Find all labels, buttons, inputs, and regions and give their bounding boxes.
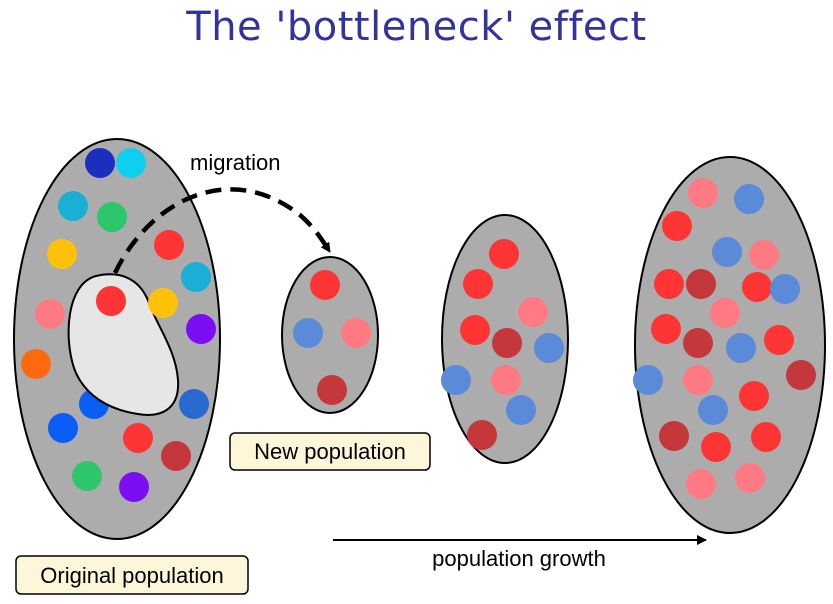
original-population-dot xyxy=(85,148,115,178)
intermediate-population-dot xyxy=(489,239,519,269)
intermediate-population-dot xyxy=(467,420,497,450)
intermediate-population-dot xyxy=(441,365,471,395)
grown-population-dot xyxy=(726,333,756,363)
grown-population-dot xyxy=(688,178,718,208)
intermediate-population-dot xyxy=(492,328,522,358)
new-population-dots xyxy=(293,270,371,405)
grown-population-dot xyxy=(633,365,663,395)
grown-population-dot xyxy=(683,365,713,395)
grown-population-dot xyxy=(786,360,816,390)
grown-population-dot xyxy=(742,272,772,302)
original-population-dot xyxy=(179,389,209,419)
new-population-label-box xyxy=(229,432,431,471)
new-population-dot xyxy=(310,270,340,300)
grown-population-dot xyxy=(651,314,681,344)
new-population-dot xyxy=(293,318,323,348)
grown-population-dot xyxy=(686,469,716,499)
population-growth-label: population growth xyxy=(432,546,606,571)
new-population-label: New population xyxy=(254,439,406,464)
grown-population-dot xyxy=(654,269,684,299)
original-population-dot xyxy=(72,461,102,491)
migration-label: migration xyxy=(190,150,280,175)
migration-arrow xyxy=(112,187,332,274)
grown-population-dot xyxy=(749,240,779,270)
original-population-dot xyxy=(21,349,51,379)
original-population-label-box xyxy=(15,555,249,595)
original-population-dot xyxy=(35,299,65,329)
grown-population-dot xyxy=(735,463,765,493)
new-population-dot xyxy=(317,375,347,405)
intermediate-population-dots xyxy=(441,239,564,450)
original-population-label: Original population xyxy=(40,563,223,588)
grown-population-dot xyxy=(710,298,740,328)
grown-population-dot xyxy=(701,432,731,462)
grown-population-dot xyxy=(698,395,728,425)
slide-title: The 'bottleneck' effect xyxy=(186,4,647,50)
grown-population-dot xyxy=(764,325,794,355)
grown-population-dot xyxy=(751,422,781,452)
original-population-dot xyxy=(116,148,146,178)
original-population-dot xyxy=(148,288,178,318)
new-population-dot xyxy=(341,318,371,348)
original-population-dot xyxy=(186,314,216,344)
grown-population-dot xyxy=(686,269,716,299)
migrating-sample-dots xyxy=(21,286,216,379)
intermediate-population-dot xyxy=(506,395,536,425)
original-population-dot xyxy=(161,441,191,471)
original-population-dot xyxy=(119,472,149,502)
original-population-dot xyxy=(123,423,153,453)
grown-population-dot xyxy=(683,328,713,358)
original-population-dot xyxy=(47,239,77,269)
original-population-dot xyxy=(181,262,211,292)
grown-population-dots xyxy=(633,178,816,499)
original-population-dot xyxy=(48,413,78,443)
grown-population-dot xyxy=(739,381,769,411)
grown-population-dot xyxy=(712,237,742,267)
intermediate-population-dot xyxy=(491,365,521,395)
original-population-dot xyxy=(58,191,88,221)
grown-population-dot xyxy=(770,274,800,304)
original-population-dot xyxy=(154,230,184,260)
new-population-ellipse xyxy=(281,256,379,414)
grown-population-dot xyxy=(734,184,764,214)
grown-population-dot xyxy=(659,421,689,451)
intermediate-population-dot xyxy=(463,269,493,299)
original-population-dot xyxy=(97,202,127,232)
original-population-dot xyxy=(96,286,126,316)
intermediate-population-dot xyxy=(518,297,548,327)
grown-population-dot xyxy=(662,211,692,241)
intermediate-population-dot xyxy=(534,333,564,363)
intermediate-population-dot xyxy=(460,315,490,345)
